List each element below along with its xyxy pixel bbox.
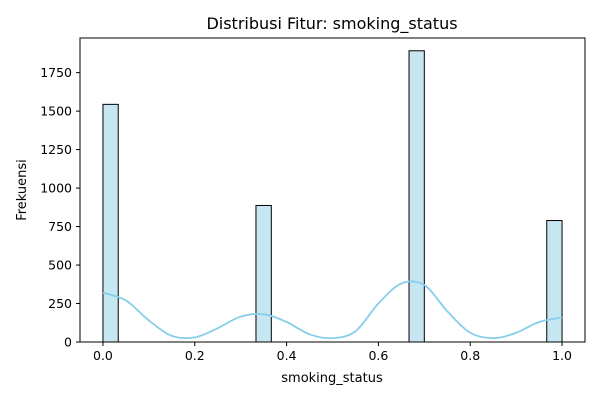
x-tick-label: 0.2 <box>185 348 205 363</box>
chart-title: Distribusi Fitur: smoking_status <box>206 14 457 34</box>
y-tick-label: 1000 <box>40 181 72 196</box>
plot-area <box>102 50 563 343</box>
y-tick-label: 1750 <box>40 65 72 80</box>
y-tick-label: 1250 <box>40 142 72 157</box>
histogram-bar-2 <box>408 50 425 343</box>
x-tick-label: 0.0 <box>93 348 113 363</box>
x-axis-label: smoking_status <box>281 371 383 386</box>
x-tick-label: 0.4 <box>277 348 297 363</box>
kde-curve <box>102 280 563 340</box>
histogram-bar-0 <box>102 103 119 343</box>
x-tick-label: 0.6 <box>368 348 388 363</box>
y-tick-label: 500 <box>48 258 72 273</box>
x-axis-ticks: 0.0 0.2 0.4 0.6 0.8 1.0 <box>93 342 572 363</box>
y-tick-label: 0 <box>64 335 72 350</box>
y-axis-label: Frekuensi <box>15 159 30 221</box>
y-axis-ticks: 0 250 500 750 1000 1250 1500 1750 <box>40 65 80 350</box>
x-tick-label: 0.8 <box>460 348 480 363</box>
x-tick-label: 1.0 <box>552 348 572 363</box>
y-tick-label: 250 <box>48 296 72 311</box>
histogram-bar-1 <box>255 204 272 343</box>
axes-frame <box>79 37 586 343</box>
y-tick-label: 1500 <box>40 104 72 119</box>
histogram-bar-3 <box>546 220 563 343</box>
y-tick-label: 750 <box>48 219 72 234</box>
